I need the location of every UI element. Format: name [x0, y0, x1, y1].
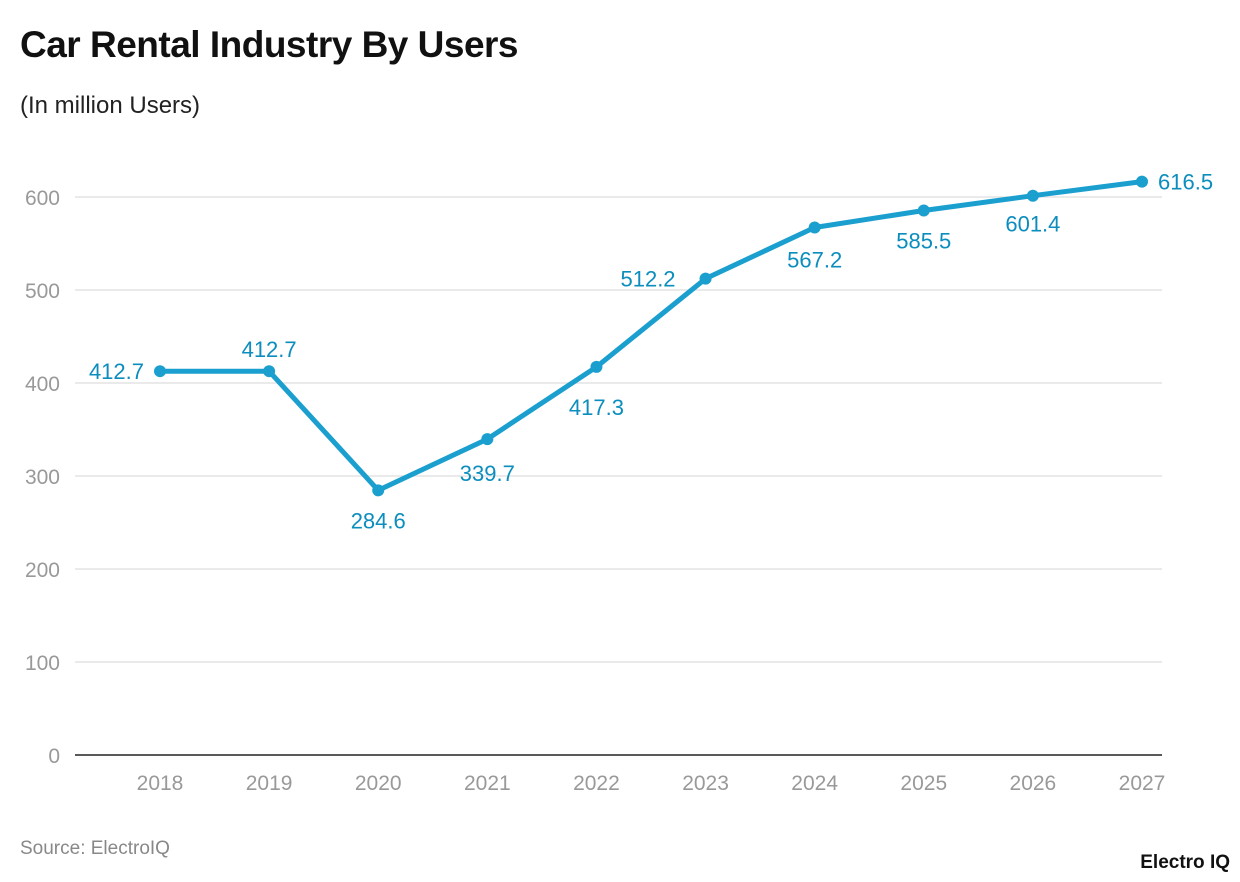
y-tick-label: 300: [25, 466, 60, 489]
data-point: [590, 360, 603, 373]
x-tick-label: 2022: [573, 772, 620, 795]
data-label: 417.3: [569, 395, 624, 420]
y-tick-label: 100: [25, 652, 60, 675]
data-label: 616.5: [1158, 170, 1213, 195]
y-tick-label: 0: [48, 745, 60, 768]
data-label: 567.2: [787, 248, 842, 273]
data-point: [154, 365, 166, 378]
data-point: [1136, 175, 1148, 188]
x-tick-label: 2021: [464, 772, 511, 795]
y-tick-label: 500: [25, 280, 60, 303]
data-label: 339.7: [460, 461, 515, 486]
data-point: [263, 365, 276, 378]
data-point: [1026, 189, 1039, 202]
chart-subtitle: (In million Users): [20, 92, 201, 119]
electroiq-logo: Electro IQ: [1140, 852, 1230, 873]
source-note: Source: ElectroIQ: [20, 838, 170, 859]
x-tick-label: 2019: [246, 772, 293, 795]
data-label: 412.7: [89, 359, 144, 384]
x-tick-label: 2024: [791, 772, 838, 795]
x-tick-label: 2026: [1010, 772, 1057, 795]
data-label: 284.6: [351, 508, 406, 533]
data-label: 512.2: [620, 267, 675, 292]
x-tick-label: 2025: [900, 772, 947, 795]
data-point: [699, 272, 712, 285]
data-label: 412.7: [242, 337, 297, 362]
y-tick-label: 600: [25, 187, 60, 210]
y-tick-label: 400: [25, 373, 60, 396]
data-label: 601.4: [1005, 212, 1060, 237]
x-tick-label: 2020: [355, 772, 402, 795]
chart-title: Car Rental Industry By Users: [20, 24, 519, 65]
series-line: [160, 179, 1143, 493]
data-point: [481, 433, 494, 446]
x-tick-label: 2023: [682, 772, 729, 795]
data-point: [808, 221, 821, 234]
data-point: [372, 484, 385, 497]
data-point: [917, 204, 930, 217]
data-label: 585.5: [896, 228, 951, 253]
x-tick-label: 2018: [137, 772, 184, 795]
x-tick-label: 2027: [1119, 772, 1166, 795]
y-tick-label: 200: [25, 559, 60, 582]
